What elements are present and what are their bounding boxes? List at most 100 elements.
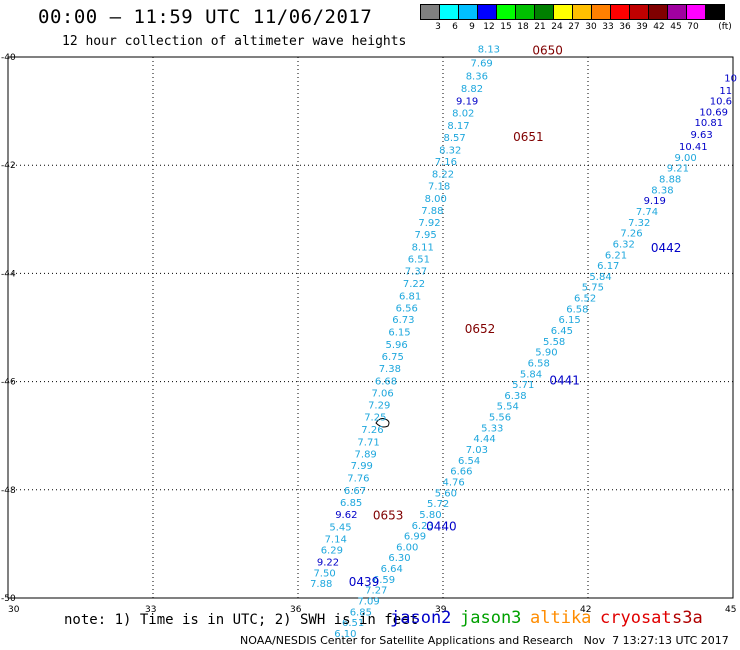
wave-height-value: 6.15 (559, 315, 581, 326)
wave-height-value: 7.29 (368, 401, 390, 412)
wave-height-value: 10.41 (679, 142, 708, 153)
wave-height-value: 6.85 (340, 498, 362, 509)
wave-height-value: 5.84 (520, 369, 542, 380)
wave-height-value: 5.80 (419, 510, 441, 521)
color-scale (420, 4, 725, 20)
footer-credit: NOAA/NESDIS Center for Satellite Applica… (240, 634, 729, 647)
wave-height-value: 6.66 (450, 467, 472, 478)
pass-time-label: 0650 (532, 43, 563, 57)
wave-height-value: 6.64 (381, 564, 403, 575)
wave-height-value: 6.59 (373, 575, 395, 586)
scale-label: 21 (534, 22, 546, 32)
wave-height-value: 10.81 (695, 118, 724, 129)
satellite-legend-s3a: s3a (672, 608, 703, 628)
wave-height-value: 6.54 (458, 456, 480, 467)
wave-height-value: 7.22 (403, 279, 425, 290)
pass-time-label: 0651 (513, 130, 544, 144)
scale-label: 18 (517, 22, 529, 32)
wave-height-value: 8.17 (447, 121, 469, 132)
scale-label: 15 (500, 22, 512, 32)
wave-height-value: 7.27 (365, 586, 387, 597)
wave-height-value: 7.99 (351, 461, 373, 472)
wave-height-value: 6.32 (613, 239, 635, 250)
satellite-legend-jason2: jason2 (390, 608, 452, 628)
pass-time-label: 0652 (465, 322, 496, 336)
x-tick-label: 45 (725, 605, 736, 615)
y-tick-label: -44 (1, 269, 16, 279)
x-tick-label: 33 (145, 605, 156, 615)
wave-height-value: 10.69 (699, 107, 728, 118)
wave-height-value: 9.00 (675, 153, 697, 164)
page-subtitle: 12 hour collection of altimeter wave hei… (62, 34, 407, 49)
wave-height-value: 8.82 (461, 84, 483, 95)
y-tick-label: -50 (1, 594, 16, 604)
wave-height-value: 4.76 (443, 477, 465, 488)
wave-height-value: 9.21 (667, 164, 689, 175)
wave-height-value: 6.68 (375, 376, 397, 387)
wave-height-value: 7.89 (355, 449, 377, 460)
wave-height-value: 7.09 (357, 596, 379, 607)
wave-height-value: 8.32 (439, 145, 461, 156)
wave-height-value: 10.6 (710, 97, 732, 108)
wave-height-value: 6.23 (412, 521, 434, 532)
wave-height-value: 7.16 (435, 157, 457, 168)
scale-unit-label: (ft) (718, 22, 732, 32)
wave-height-value: 6.75 (382, 352, 404, 363)
wave-height-value: 8.36 (466, 72, 488, 83)
wave-height-value: 7.69 (471, 59, 493, 70)
wave-height-value: 5.56 (489, 413, 511, 424)
pass-time-label: 0441 (549, 373, 580, 387)
wave-height-value: 7.50 (313, 568, 335, 579)
wave-height-value: 9.63 (690, 130, 712, 141)
wave-height-value: 7.92 (418, 218, 440, 229)
scale-label: 12 (483, 22, 495, 32)
wave-height-value: 6.58 (528, 358, 550, 369)
wave-height-value: 5.33 (481, 423, 503, 434)
wave-height-value: 7.26 (361, 425, 383, 436)
wave-height-value: 7.32 (628, 218, 650, 229)
wave-height-value: 8.13 (478, 45, 500, 56)
satellite-legend-jason3: jason3 (460, 608, 522, 628)
wave-height-value: 6.17 (597, 261, 619, 272)
pass-time-label: 0442 (651, 241, 682, 255)
wave-height-value: 10 (724, 73, 737, 84)
y-tick-label: -42 (1, 161, 16, 171)
wave-height-value: 7.76 (347, 474, 369, 485)
scale-label: 3 (435, 22, 441, 32)
wave-height-value: 6.99 (404, 532, 426, 543)
map-frame (7, 56, 734, 599)
wave-height-value: 6.00 (396, 542, 418, 553)
wave-height-value: 5.71 (512, 380, 534, 391)
scale-label: 39 (636, 22, 648, 32)
scale-label: 70 (687, 22, 699, 32)
wave-height-value: 5.54 (497, 402, 519, 413)
wave-height-value: 7.03 (466, 445, 488, 456)
wave-height-value: 6.15 (388, 328, 410, 339)
wave-height-value: 6.56 (396, 303, 418, 314)
wave-height-value: 5.45 (329, 522, 351, 533)
wave-height-value: 6.52 (574, 294, 596, 305)
wave-height-value: 6.51 (408, 255, 430, 266)
scale-label: 36 (619, 22, 631, 32)
pass-time-label: 0439 (349, 575, 380, 589)
wave-height-value: 6.58 (566, 304, 588, 315)
wave-height-value: 8.00 (425, 194, 447, 205)
wave-height-value: 6.81 (399, 291, 421, 302)
wave-height-value: 9.62 (335, 510, 357, 521)
wave-height-value: 5.60 (435, 488, 457, 499)
wave-height-value: 9.19 (456, 97, 478, 108)
wave-height-value: 8.88 (659, 175, 681, 186)
scale-label: 42 (653, 22, 665, 32)
wave-height-value: 5.96 (385, 340, 407, 351)
pass-time-label: 0440 (426, 519, 457, 533)
wave-height-value: 7.88 (310, 579, 332, 590)
wave-height-value: 6.10 (334, 629, 356, 640)
wave-height-value: 7.88 (421, 206, 443, 217)
wave-height-value: 9.19 (644, 196, 666, 207)
scale-label: 33 (602, 22, 614, 32)
wave-height-value: 7.38 (379, 364, 401, 375)
wave-height-value: 8.22 (432, 170, 454, 181)
wave-height-value: 8.02 (452, 109, 474, 120)
scale-label: 27 (568, 22, 580, 32)
